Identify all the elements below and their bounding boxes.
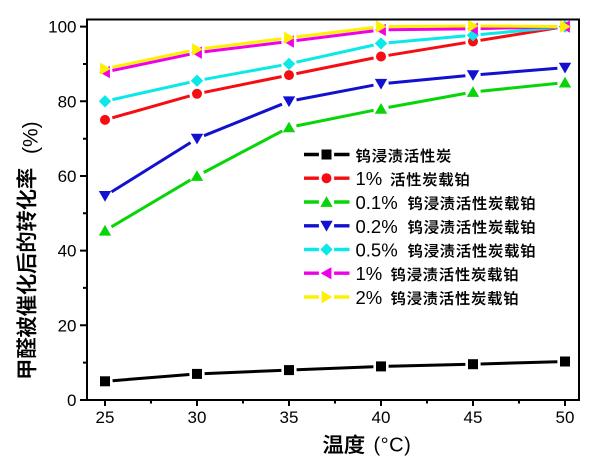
- svg-text:1%: 1%: [356, 168, 383, 189]
- svg-text:35: 35: [280, 408, 299, 427]
- svg-text:1%: 1%: [356, 263, 383, 284]
- svg-text:(°C): (°C): [374, 435, 412, 457]
- svg-text:80: 80: [58, 92, 77, 111]
- svg-text:(%): (%): [19, 121, 42, 154]
- svg-text:60: 60: [58, 167, 77, 186]
- svg-text:100: 100: [48, 18, 76, 37]
- svg-text:40: 40: [372, 408, 391, 427]
- svg-text:25: 25: [96, 408, 115, 427]
- svg-text:0: 0: [67, 391, 76, 410]
- svg-text:20: 20: [58, 316, 77, 335]
- svg-text:50: 50: [556, 408, 575, 427]
- svg-text:2%: 2%: [356, 287, 383, 308]
- svg-text:45: 45: [464, 408, 483, 427]
- svg-text:0.2%: 0.2%: [356, 216, 398, 237]
- svg-text:0.1%: 0.1%: [356, 192, 398, 213]
- svg-text:30: 30: [188, 408, 207, 427]
- svg-text:0.5%: 0.5%: [356, 240, 398, 261]
- svg-text:40: 40: [58, 242, 77, 261]
